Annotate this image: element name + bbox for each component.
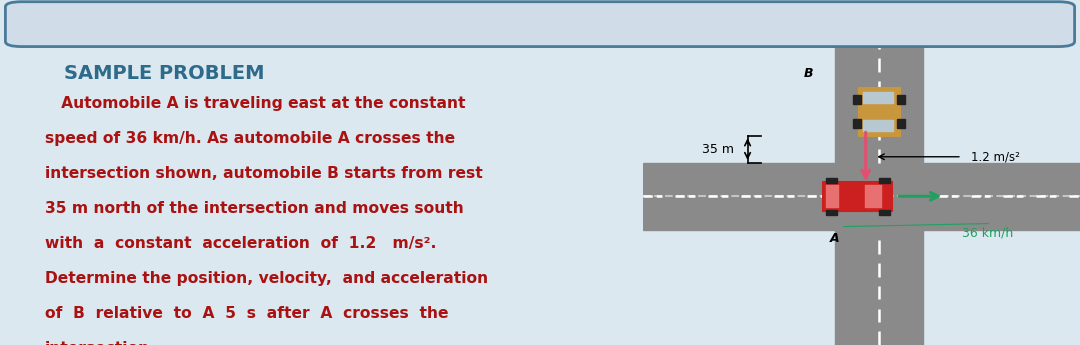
Text: with  a  constant  acceleration  of  1.2   m/s².: with a constant acceleration of 1.2 m/s²… [45, 236, 436, 251]
Bar [865, 185, 882, 208]
Bar [853, 119, 861, 128]
Bar [822, 181, 892, 211]
Text: B: B [805, 67, 813, 80]
Text: intersection.: intersection. [45, 341, 157, 345]
Bar [879, 178, 890, 183]
Bar [897, 119, 905, 128]
Text: SAMPLE PROBLEM: SAMPLE PROBLEM [65, 64, 265, 83]
Bar [858, 87, 900, 136]
Bar [879, 210, 890, 215]
Text: 1.2 m/s²: 1.2 m/s² [971, 150, 1020, 163]
Bar [863, 92, 894, 104]
Bar [835, 41, 922, 345]
Bar [826, 178, 837, 183]
Text: Automobile A is traveling east at the constant: Automobile A is traveling east at the co… [45, 96, 465, 111]
Bar [853, 95, 861, 103]
Bar [643, 163, 1080, 230]
Text: A: A [831, 232, 840, 245]
Text: intersection shown, automobile B starts from rest: intersection shown, automobile B starts … [45, 166, 483, 181]
Text: of  B  relative  to  A  5  s  after  A  crosses  the: of B relative to A 5 s after A crosses t… [45, 306, 448, 321]
Text: Determine the position, velocity,  and acceleration: Determine the position, velocity, and ac… [45, 271, 488, 286]
Bar [897, 95, 905, 103]
Bar [863, 120, 894, 132]
Bar [826, 210, 837, 215]
Text: speed of 36 km/h. As automobile A crosses the: speed of 36 km/h. As automobile A crosse… [45, 131, 455, 146]
Bar [826, 185, 839, 208]
Text: 36 km/h: 36 km/h [962, 226, 1013, 239]
Text: 35 m north of the intersection and moves south: 35 m north of the intersection and moves… [45, 201, 463, 216]
Text: 35 m: 35 m [702, 143, 734, 156]
